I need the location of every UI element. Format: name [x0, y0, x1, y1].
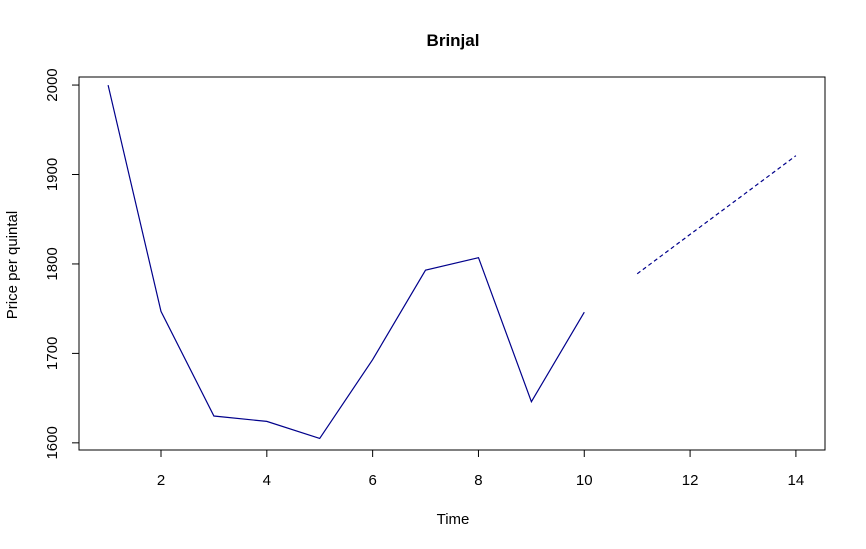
x-tick-label: 6: [368, 472, 376, 489]
y-tick-label: 1600: [44, 426, 61, 459]
series-layer: [107, 84, 797, 440]
y-tick-label: 1700: [44, 337, 61, 370]
y-axis-label: Price per quintal: [4, 211, 21, 319]
x-tick-label: 2: [157, 472, 165, 489]
y-axis: 1600 1700 1800 1900 2000: [44, 68, 79, 460]
x-axis-label: Time: [437, 511, 470, 528]
x-tick-label: 8: [474, 472, 482, 489]
chart-title: Brinjal: [427, 31, 480, 50]
y-tick-label: 2000: [44, 68, 61, 101]
y-tick-label: 1800: [44, 247, 61, 280]
observed-line: [107, 84, 585, 440]
y-tick-label: 1900: [44, 158, 61, 191]
forecast-line: [636, 155, 797, 275]
x-tick-label: 10: [576, 472, 593, 489]
x-tick-label: 14: [788, 472, 805, 489]
x-tick-label: 4: [263, 472, 271, 489]
x-axis: 2 4 6 8 10 12 14: [157, 450, 804, 489]
x-tick-label: 12: [682, 472, 699, 489]
